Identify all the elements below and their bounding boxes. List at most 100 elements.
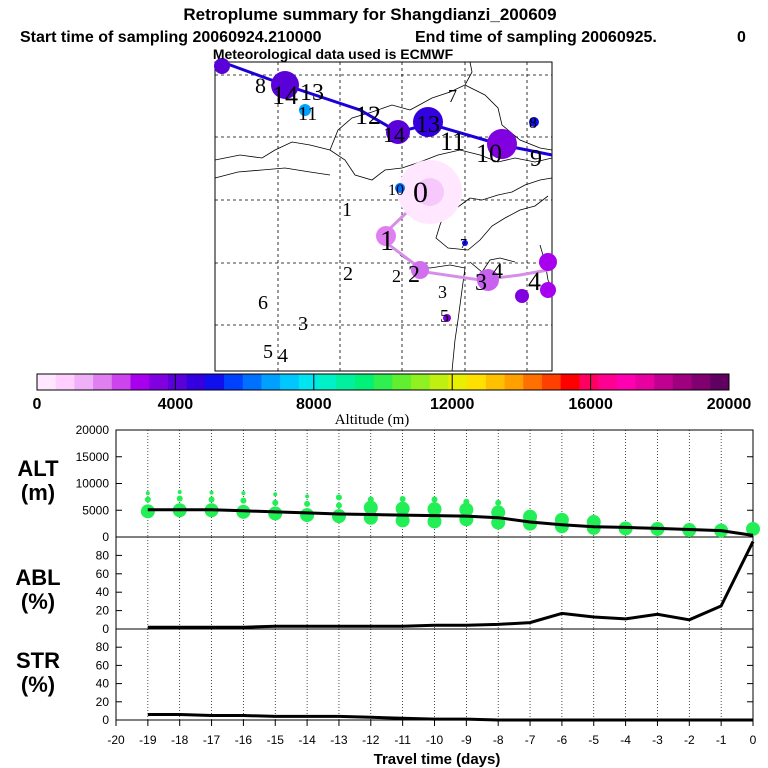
map-label: 2 <box>343 263 353 285</box>
minor-dot-day4 <box>539 253 557 271</box>
map-label: 10 <box>388 182 404 199</box>
main-dot-day12 <box>386 120 410 144</box>
alt-scatter-point <box>176 495 183 502</box>
colorbar: 0 4000 8000 12000 16000 20000 Altitude (m) <box>33 373 752 428</box>
alt-scatter-point <box>305 494 310 499</box>
colorbar-cell <box>74 374 94 390</box>
main-dot-day11b <box>299 104 311 116</box>
colorbar-tick-label: 16000 <box>568 396 613 413</box>
colorbar-cell <box>710 374 730 390</box>
figure-title: Retroplume summary for Shangdianzi_20060… <box>183 5 556 24</box>
str-y-tick-label: 20 <box>96 695 110 709</box>
map-label: 12 <box>355 101 381 130</box>
alt-scatter-point <box>363 500 378 515</box>
x-tick-label: -13 <box>330 733 348 747</box>
alt-scatter-point <box>491 505 506 520</box>
str-y-tick-label: 40 <box>96 677 110 691</box>
main-dot-day11 <box>413 107 443 137</box>
alt-scatter-point <box>241 491 246 496</box>
alt-scatter-point <box>272 499 279 506</box>
map-label: 14 <box>272 81 298 110</box>
str-y-tick-label: 0 <box>102 713 109 727</box>
colorbar-tick-label: 20000 <box>707 396 752 413</box>
minor-dot-blue <box>395 183 405 193</box>
alt-scatter-point <box>431 496 438 503</box>
map-label: 1 <box>342 199 352 221</box>
map-label: 4 <box>528 267 541 296</box>
map-label: 11 <box>298 103 317 125</box>
alt-scatter-point <box>304 500 311 507</box>
abl-y-tick-label: 20 <box>96 604 110 618</box>
map-label: 5 <box>263 341 273 363</box>
series-lines <box>147 508 755 722</box>
colorbar-cells <box>37 374 730 390</box>
origin-marker <box>416 178 444 206</box>
str-series-line <box>147 713 753 722</box>
colorbar-cell <box>429 374 449 390</box>
alt-panel-unit: (m) <box>21 480 55 505</box>
colorbar-cell <box>485 374 506 390</box>
x-tick-label: -7 <box>525 733 536 747</box>
alt-series-line <box>147 508 754 537</box>
map-label: 13 <box>300 80 324 106</box>
abl-panel-label: ABL <box>15 565 60 590</box>
main-dot-day10 <box>487 129 517 159</box>
x-tick-label: -1 <box>716 733 727 747</box>
abl-y-tick-label: 40 <box>96 585 110 599</box>
met-data-label: Meteorological data used is ECMWF <box>213 46 454 62</box>
x-tick-label: -2 <box>684 733 695 747</box>
colorbar-cell <box>654 374 674 390</box>
colorbar-cell <box>130 374 150 390</box>
colorbar-tick-label: 8000 <box>296 396 332 413</box>
abl-y-tick-label: 0 <box>102 622 109 636</box>
alt-scatter-point <box>209 490 214 495</box>
minor-dot-day7 <box>443 314 451 322</box>
colorbar-cell <box>672 374 693 390</box>
map-label: 14 <box>383 122 405 147</box>
end-time-label: End time of sampling 20060925. <box>415 29 657 46</box>
colorbar-cell <box>467 374 487 390</box>
alt-scatter-point <box>459 502 474 517</box>
alt-scatter-point <box>140 504 155 519</box>
map-label: 0 <box>413 176 428 209</box>
alt-y-tick-label: 0 <box>102 530 109 544</box>
x-tick-label: -8 <box>493 733 504 747</box>
panel-y-ticks: 20000 15000 10000 5000 0 80 60 40 20 0 80 60 40 20 0 <box>76 423 753 727</box>
colorbar-cell <box>205 374 225 390</box>
alt-y-tick-label: 20000 <box>76 423 110 437</box>
abl-y-tick-label: 60 <box>96 567 110 581</box>
colorbar-cell <box>37 374 57 390</box>
alt-scatter-point <box>145 491 150 496</box>
main-dot-day8 <box>529 117 539 127</box>
minor-dot-day6 <box>515 289 529 303</box>
alt-scatter-point <box>335 502 342 509</box>
colorbar-cell <box>93 374 113 390</box>
alt-scatter-point <box>177 490 182 495</box>
colorbar-cell <box>280 374 300 390</box>
minor-dot-small <box>462 240 468 246</box>
colorbar-ticks: 0 4000 8000 12000 16000 20000 <box>33 374 752 413</box>
alt-scatter-point <box>427 514 442 529</box>
x-tick-label: -4 <box>620 733 631 747</box>
colorbar-cell <box>261 374 281 390</box>
minor-dot-day5 <box>540 282 556 298</box>
minor-dot-day2 <box>411 261 429 279</box>
colorbar-cell <box>317 374 337 390</box>
alt-scatter-point <box>427 502 442 517</box>
x-tick-label: -9 <box>461 733 472 747</box>
map-frame <box>214 61 553 372</box>
colorbar-cell <box>149 374 169 390</box>
map-label: 6 <box>258 292 268 314</box>
map-label: 1 <box>380 226 394 257</box>
alt-scatter-point <box>395 513 410 528</box>
map-label: 4 <box>278 345 288 367</box>
alt-scatter-point <box>463 498 470 505</box>
colorbar-cell <box>616 374 636 390</box>
main-dot-day14 <box>214 58 230 74</box>
panel-grid <box>147 430 722 720</box>
alt-panel-label: ALT <box>17 456 59 481</box>
map-panel: 8 14 13 11 12 14 13 11 10 9 8 7 0 10 1 2… <box>214 58 557 372</box>
x-tick-label: -18 <box>171 733 189 747</box>
x-tick-label: -17 <box>203 733 221 747</box>
map-label: 2 <box>392 266 401 286</box>
